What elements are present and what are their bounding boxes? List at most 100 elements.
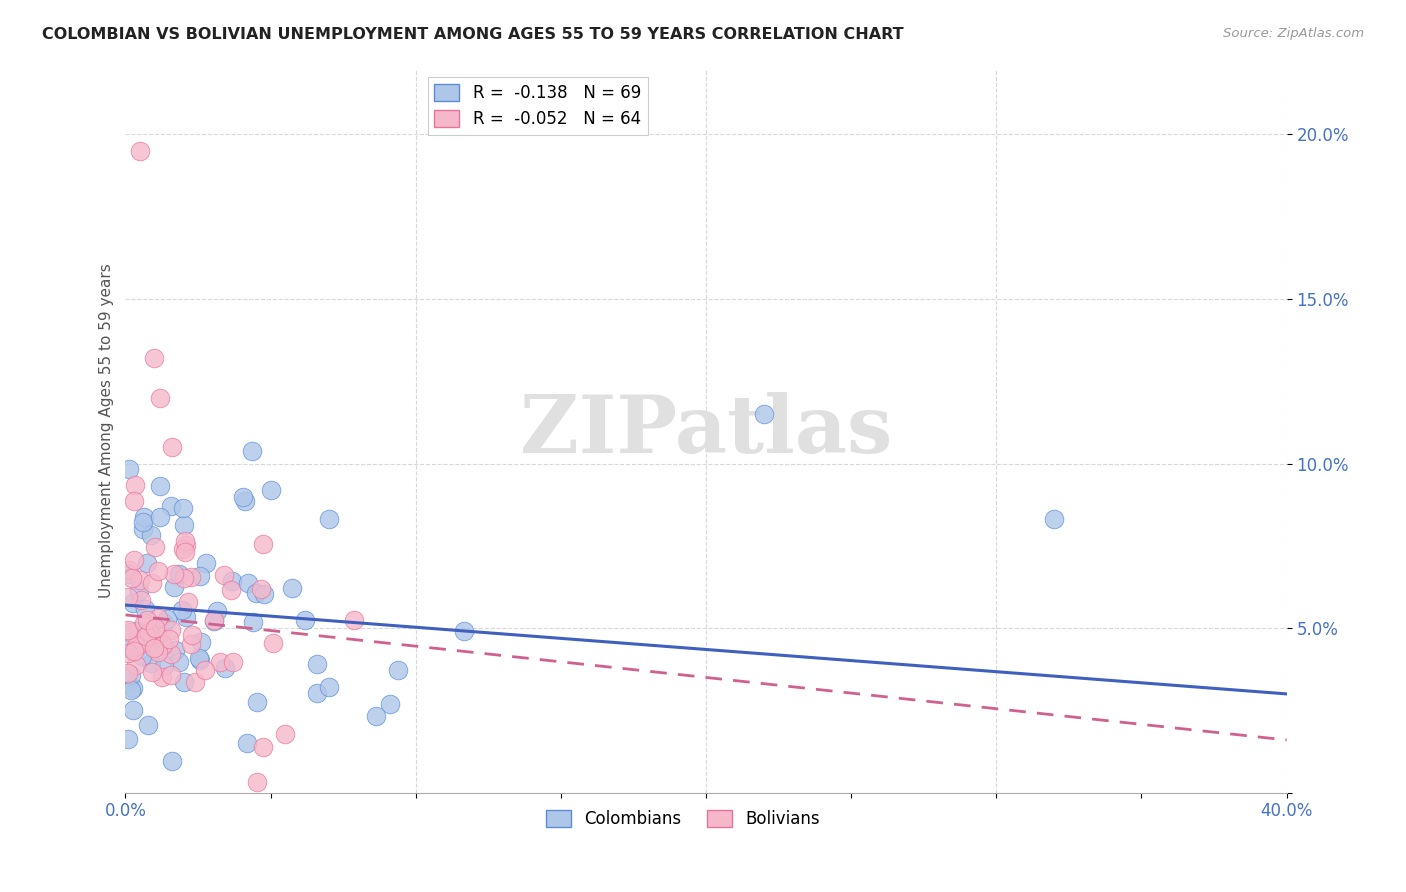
Point <box>174 609 197 624</box>
Point <box>172 501 194 516</box>
Point <box>253 587 276 601</box>
Point <box>194 664 217 678</box>
Point <box>132 615 155 630</box>
Point <box>177 595 200 609</box>
Point <box>150 638 173 652</box>
Text: COLOMBIAN VS BOLIVIAN UNEMPLOYMENT AMONG AGES 55 TO 59 YEARS CORRELATION CHART: COLOMBIAN VS BOLIVIAN UNEMPLOYMENT AMONG… <box>42 27 904 42</box>
Point <box>233 493 256 508</box>
Point <box>160 668 183 682</box>
Point <box>184 674 207 689</box>
Point <box>141 575 163 590</box>
Point <box>202 614 225 628</box>
Point <box>135 556 157 570</box>
Point <box>132 510 155 524</box>
Point <box>145 628 167 642</box>
Point <box>160 440 183 454</box>
Point <box>318 680 340 694</box>
Point <box>188 569 211 583</box>
Point <box>246 695 269 709</box>
Point <box>246 774 269 789</box>
Point <box>181 628 204 642</box>
Point <box>129 144 152 158</box>
Point <box>156 612 179 626</box>
Point <box>752 407 775 421</box>
Point <box>172 603 194 617</box>
Point <box>160 647 183 661</box>
Point <box>120 668 142 682</box>
Point <box>146 564 169 578</box>
Point <box>195 556 218 570</box>
Point <box>307 657 329 672</box>
Point <box>117 646 139 660</box>
Point <box>173 674 195 689</box>
Point <box>307 685 329 699</box>
Point <box>364 708 387 723</box>
Point <box>135 613 157 627</box>
Point <box>145 540 167 554</box>
Point <box>143 351 166 366</box>
Point <box>173 534 195 549</box>
Point <box>188 653 211 667</box>
Point <box>149 391 172 405</box>
Point <box>245 586 267 600</box>
Point <box>117 665 139 680</box>
Point <box>453 624 475 638</box>
Point <box>163 643 186 657</box>
Point <box>129 593 152 607</box>
Point <box>128 638 150 652</box>
Point <box>143 621 166 635</box>
Point <box>387 663 409 677</box>
Point <box>152 659 174 673</box>
Point <box>169 566 191 581</box>
Point <box>236 736 259 750</box>
Point <box>145 640 167 655</box>
Point <box>120 683 142 698</box>
Point <box>149 478 172 492</box>
Point <box>149 510 172 524</box>
Point <box>259 483 281 497</box>
Point <box>169 656 191 670</box>
Point <box>125 624 148 638</box>
Point <box>136 718 159 732</box>
Point <box>125 658 148 673</box>
Point <box>294 613 316 627</box>
Point <box>173 517 195 532</box>
Point <box>129 573 152 587</box>
Point <box>174 545 197 559</box>
Point <box>252 740 274 755</box>
Point <box>139 656 162 670</box>
Point <box>238 575 260 590</box>
Point <box>134 602 156 616</box>
Point <box>148 611 170 625</box>
Point <box>180 570 202 584</box>
Point <box>118 567 141 582</box>
Point <box>159 632 181 646</box>
Text: ZIPatlas: ZIPatlas <box>520 392 893 469</box>
Point <box>221 574 243 588</box>
Point <box>121 703 143 717</box>
Point <box>208 655 231 669</box>
Point <box>132 516 155 530</box>
Point <box>205 604 228 618</box>
Point <box>141 665 163 679</box>
Point <box>121 681 143 695</box>
Point <box>221 655 243 669</box>
Point <box>214 661 236 675</box>
Point <box>117 731 139 746</box>
Point <box>139 528 162 542</box>
Point <box>242 615 264 629</box>
Point <box>117 590 139 604</box>
Point <box>121 597 143 611</box>
Point <box>160 624 183 638</box>
Point <box>160 499 183 513</box>
Point <box>117 462 139 476</box>
Point <box>142 640 165 655</box>
Point <box>262 636 284 650</box>
Point <box>190 634 212 648</box>
Point <box>138 624 160 639</box>
Point <box>122 644 145 658</box>
Point <box>202 614 225 628</box>
Point <box>173 571 195 585</box>
Point <box>122 553 145 567</box>
Point <box>318 512 340 526</box>
